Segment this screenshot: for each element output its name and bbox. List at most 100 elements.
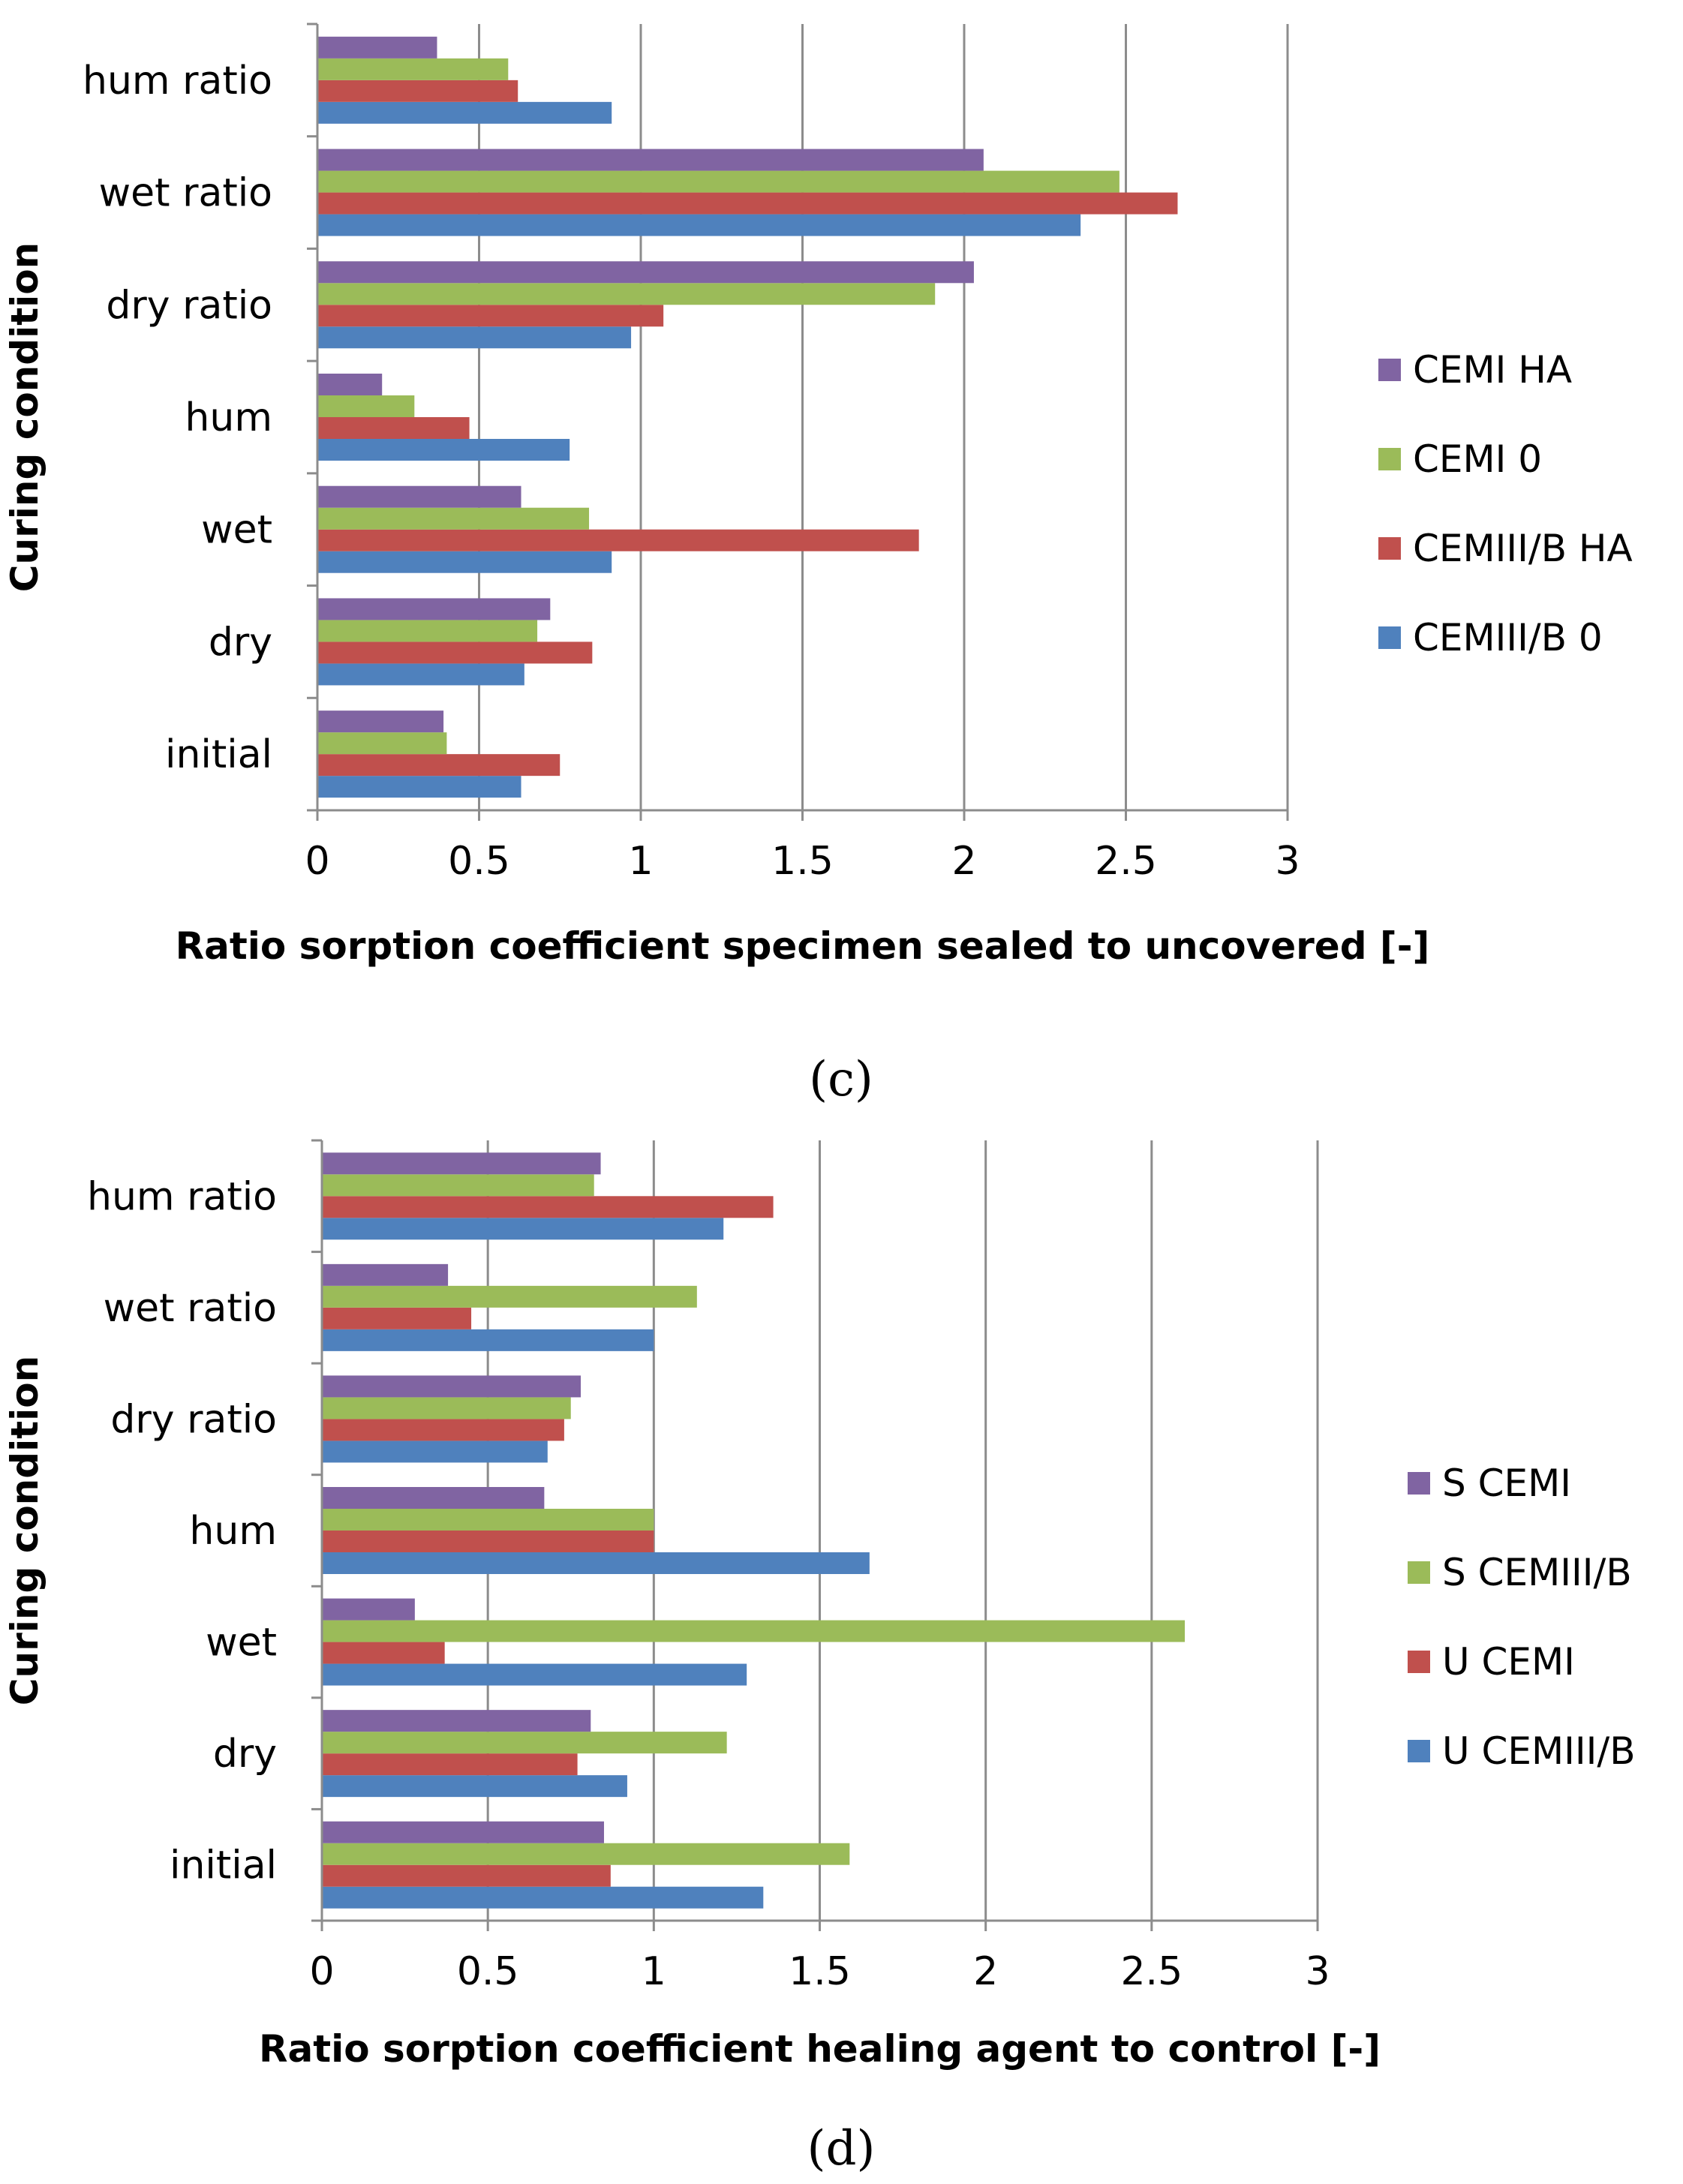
- category-label: hum ratio: [87, 1174, 277, 1219]
- x-tick-label: 1: [642, 1949, 666, 1994]
- bar: [317, 754, 560, 777]
- legend-label: U CEMI: [1442, 1640, 1575, 1684]
- legend-label: S CEMI: [1442, 1462, 1571, 1505]
- legend-label: S CEMIII/B: [1442, 1551, 1632, 1594]
- bar: [317, 80, 518, 102]
- x-tick-label: 2.5: [1095, 839, 1157, 884]
- bar: [322, 1375, 582, 1398]
- category-label: hum ratio: [83, 59, 272, 104]
- bar: [322, 1152, 601, 1175]
- y-axis-title: Curing condition: [3, 1356, 47, 1705]
- bar: [317, 36, 437, 59]
- bar: [317, 170, 1119, 193]
- x-tick-label: 2.5: [1120, 1949, 1183, 1994]
- bar: [317, 283, 936, 305]
- category-label: hum: [189, 1509, 277, 1554]
- bar: [317, 620, 538, 642]
- bar: [322, 1663, 747, 1686]
- bar: [322, 1285, 697, 1308]
- bar: [317, 417, 470, 439]
- legend-swatch: [1378, 359, 1401, 381]
- category-label: wet: [206, 1621, 277, 1666]
- panel-label: (d): [807, 2121, 876, 2176]
- category-label: initial: [165, 732, 272, 777]
- bar: [317, 214, 1081, 236]
- bar: [317, 149, 984, 171]
- bar: [317, 507, 590, 530]
- bar: [322, 1397, 571, 1419]
- bar: [322, 1775, 627, 1798]
- x-axis-title: Ratio sorption coefficient specimen seal…: [176, 924, 1430, 968]
- bar: [317, 598, 551, 620]
- bar: [322, 1487, 545, 1509]
- bar: [322, 1531, 654, 1552]
- bar: [317, 326, 632, 349]
- y-axis-title: Curing condition: [3, 242, 47, 592]
- bar: [317, 395, 415, 417]
- bar: [317, 710, 444, 733]
- bar: [317, 58, 509, 80]
- legend-swatch: [1408, 1561, 1430, 1584]
- x-axis-title: Ratio sorption coefficient healing agent…: [259, 2027, 1381, 2071]
- bar: [322, 1509, 654, 1531]
- bar: [322, 1196, 774, 1218]
- legend-swatch: [1378, 448, 1401, 470]
- bar: [322, 1620, 1186, 1642]
- legend-label: CEMI HA: [1413, 348, 1572, 392]
- bar: [322, 1552, 870, 1574]
- bar: [322, 1329, 654, 1351]
- bar: [317, 305, 664, 327]
- legend-swatch: [1378, 537, 1401, 560]
- bar: [322, 1440, 548, 1463]
- bar: [317, 192, 1178, 215]
- x-tick-label: 3: [1275, 839, 1300, 884]
- category-label: dry: [213, 1732, 277, 1777]
- x-tick-label: 0: [305, 839, 329, 884]
- bar: [317, 551, 612, 573]
- legend-label: CEMIII/B 0: [1413, 616, 1603, 659]
- x-tick-label: 0: [309, 1949, 334, 1994]
- category-label: dry ratio: [106, 283, 272, 328]
- bar: [317, 261, 974, 284]
- category-label: dry: [209, 620, 272, 665]
- x-tick-label: 0.5: [448, 839, 510, 884]
- category-label: wet ratio: [104, 1286, 277, 1331]
- chart-d: initial dry wet hum dry ratio wet ratio hum ra…: [3, 1139, 1636, 2176]
- bar: [317, 101, 612, 124]
- bar: [317, 374, 383, 395]
- panel-label: (c): [809, 1052, 873, 1107]
- x-tick-label: 2: [951, 839, 976, 884]
- bar: [317, 732, 447, 755]
- bar: [322, 1886, 764, 1909]
- bar: [322, 1642, 445, 1664]
- bar: [322, 1732, 727, 1754]
- bar: [322, 1753, 578, 1776]
- bar: [322, 1598, 415, 1621]
- legend-swatch: [1378, 626, 1401, 649]
- legend-swatch: [1408, 1651, 1430, 1673]
- x-tick-label: 1.5: [771, 839, 834, 884]
- bar: [322, 1307, 472, 1329]
- bar: [317, 485, 521, 508]
- bar: [322, 1710, 591, 1732]
- bar: [322, 1263, 449, 1286]
- x-tick-label: 3: [1305, 1949, 1330, 1994]
- legend-label: CEMI 0: [1413, 437, 1542, 481]
- x-tick-label: 1: [628, 839, 653, 884]
- bar: [322, 1419, 564, 1441]
- bar: [317, 529, 919, 551]
- bar: [322, 1218, 724, 1240]
- chart-c: initial dry wet hum dry ratio wet ratio hum ra…: [3, 23, 1633, 1107]
- legend-swatch: [1408, 1472, 1430, 1495]
- legend-label: CEMIII/B HA: [1413, 527, 1633, 570]
- bar: [317, 663, 524, 686]
- legend-swatch: [1408, 1740, 1430, 1762]
- x-tick-label: 2: [973, 1949, 998, 1994]
- category-label: initial: [170, 1843, 277, 1888]
- bar: [317, 641, 593, 664]
- bar: [317, 776, 521, 798]
- category-label: wet: [201, 508, 272, 553]
- legend-label: U CEMIII/B: [1442, 1729, 1636, 1773]
- x-tick-label: 0.5: [457, 1949, 519, 1994]
